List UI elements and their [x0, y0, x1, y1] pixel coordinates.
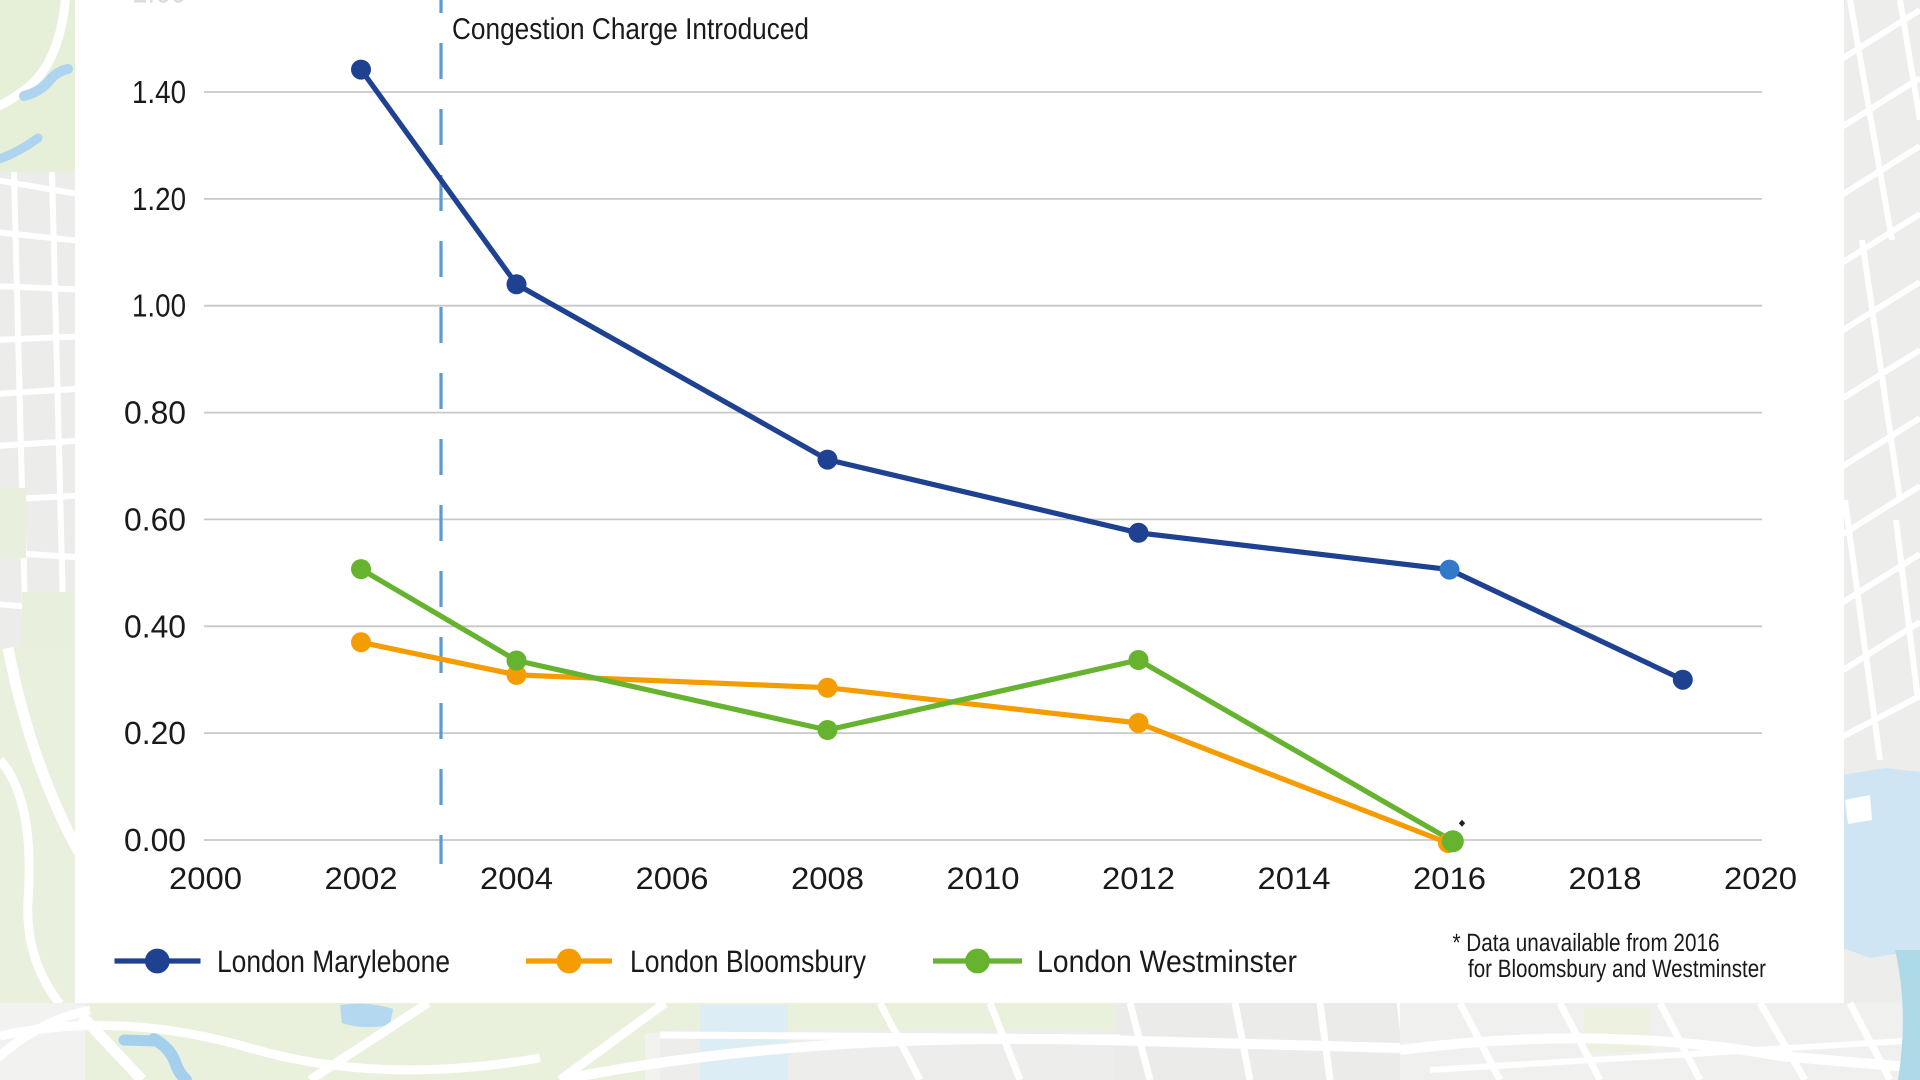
- svg-text:2018: 2018: [1569, 861, 1642, 896]
- svg-text:2006: 2006: [636, 861, 709, 896]
- svg-text:1.20: 1.20: [132, 181, 186, 217]
- svg-text:0.60: 0.60: [124, 501, 186, 537]
- svg-text:London Marylebone: London Marylebone: [217, 944, 450, 979]
- svg-text:London Bloomsbury: London Bloomsbury: [630, 944, 866, 979]
- svg-text:Congestion Charge Introduced: Congestion Charge Introduced: [452, 13, 809, 46]
- svg-text:2004: 2004: [480, 861, 553, 896]
- svg-text:2014: 2014: [1258, 861, 1331, 896]
- svg-text:0.40: 0.40: [124, 608, 186, 644]
- svg-text:1.60: 1.60: [132, 0, 186, 10]
- svg-text:1.40: 1.40: [132, 74, 186, 110]
- svg-text:2002: 2002: [325, 861, 398, 896]
- svg-text:2010: 2010: [947, 861, 1020, 896]
- svg-text:2008: 2008: [791, 861, 864, 896]
- svg-text:* Data unavailable from 2016: * Data unavailable from 2016: [1453, 929, 1720, 957]
- svg-text:2012: 2012: [1102, 861, 1175, 896]
- svg-text:0.20: 0.20: [124, 715, 186, 751]
- svg-text:0.80: 0.80: [124, 395, 186, 431]
- svg-text:for Bloomsbury and Westminster: for Bloomsbury and Westminster: [1468, 955, 1766, 983]
- svg-text:London Westminster: London Westminster: [1037, 944, 1297, 979]
- svg-text:2000: 2000: [169, 861, 242, 896]
- svg-text:2020: 2020: [1724, 861, 1797, 896]
- svg-text:2016: 2016: [1413, 861, 1486, 896]
- svg-text:0.00: 0.00: [124, 822, 186, 858]
- svg-text:1.00: 1.00: [132, 288, 186, 324]
